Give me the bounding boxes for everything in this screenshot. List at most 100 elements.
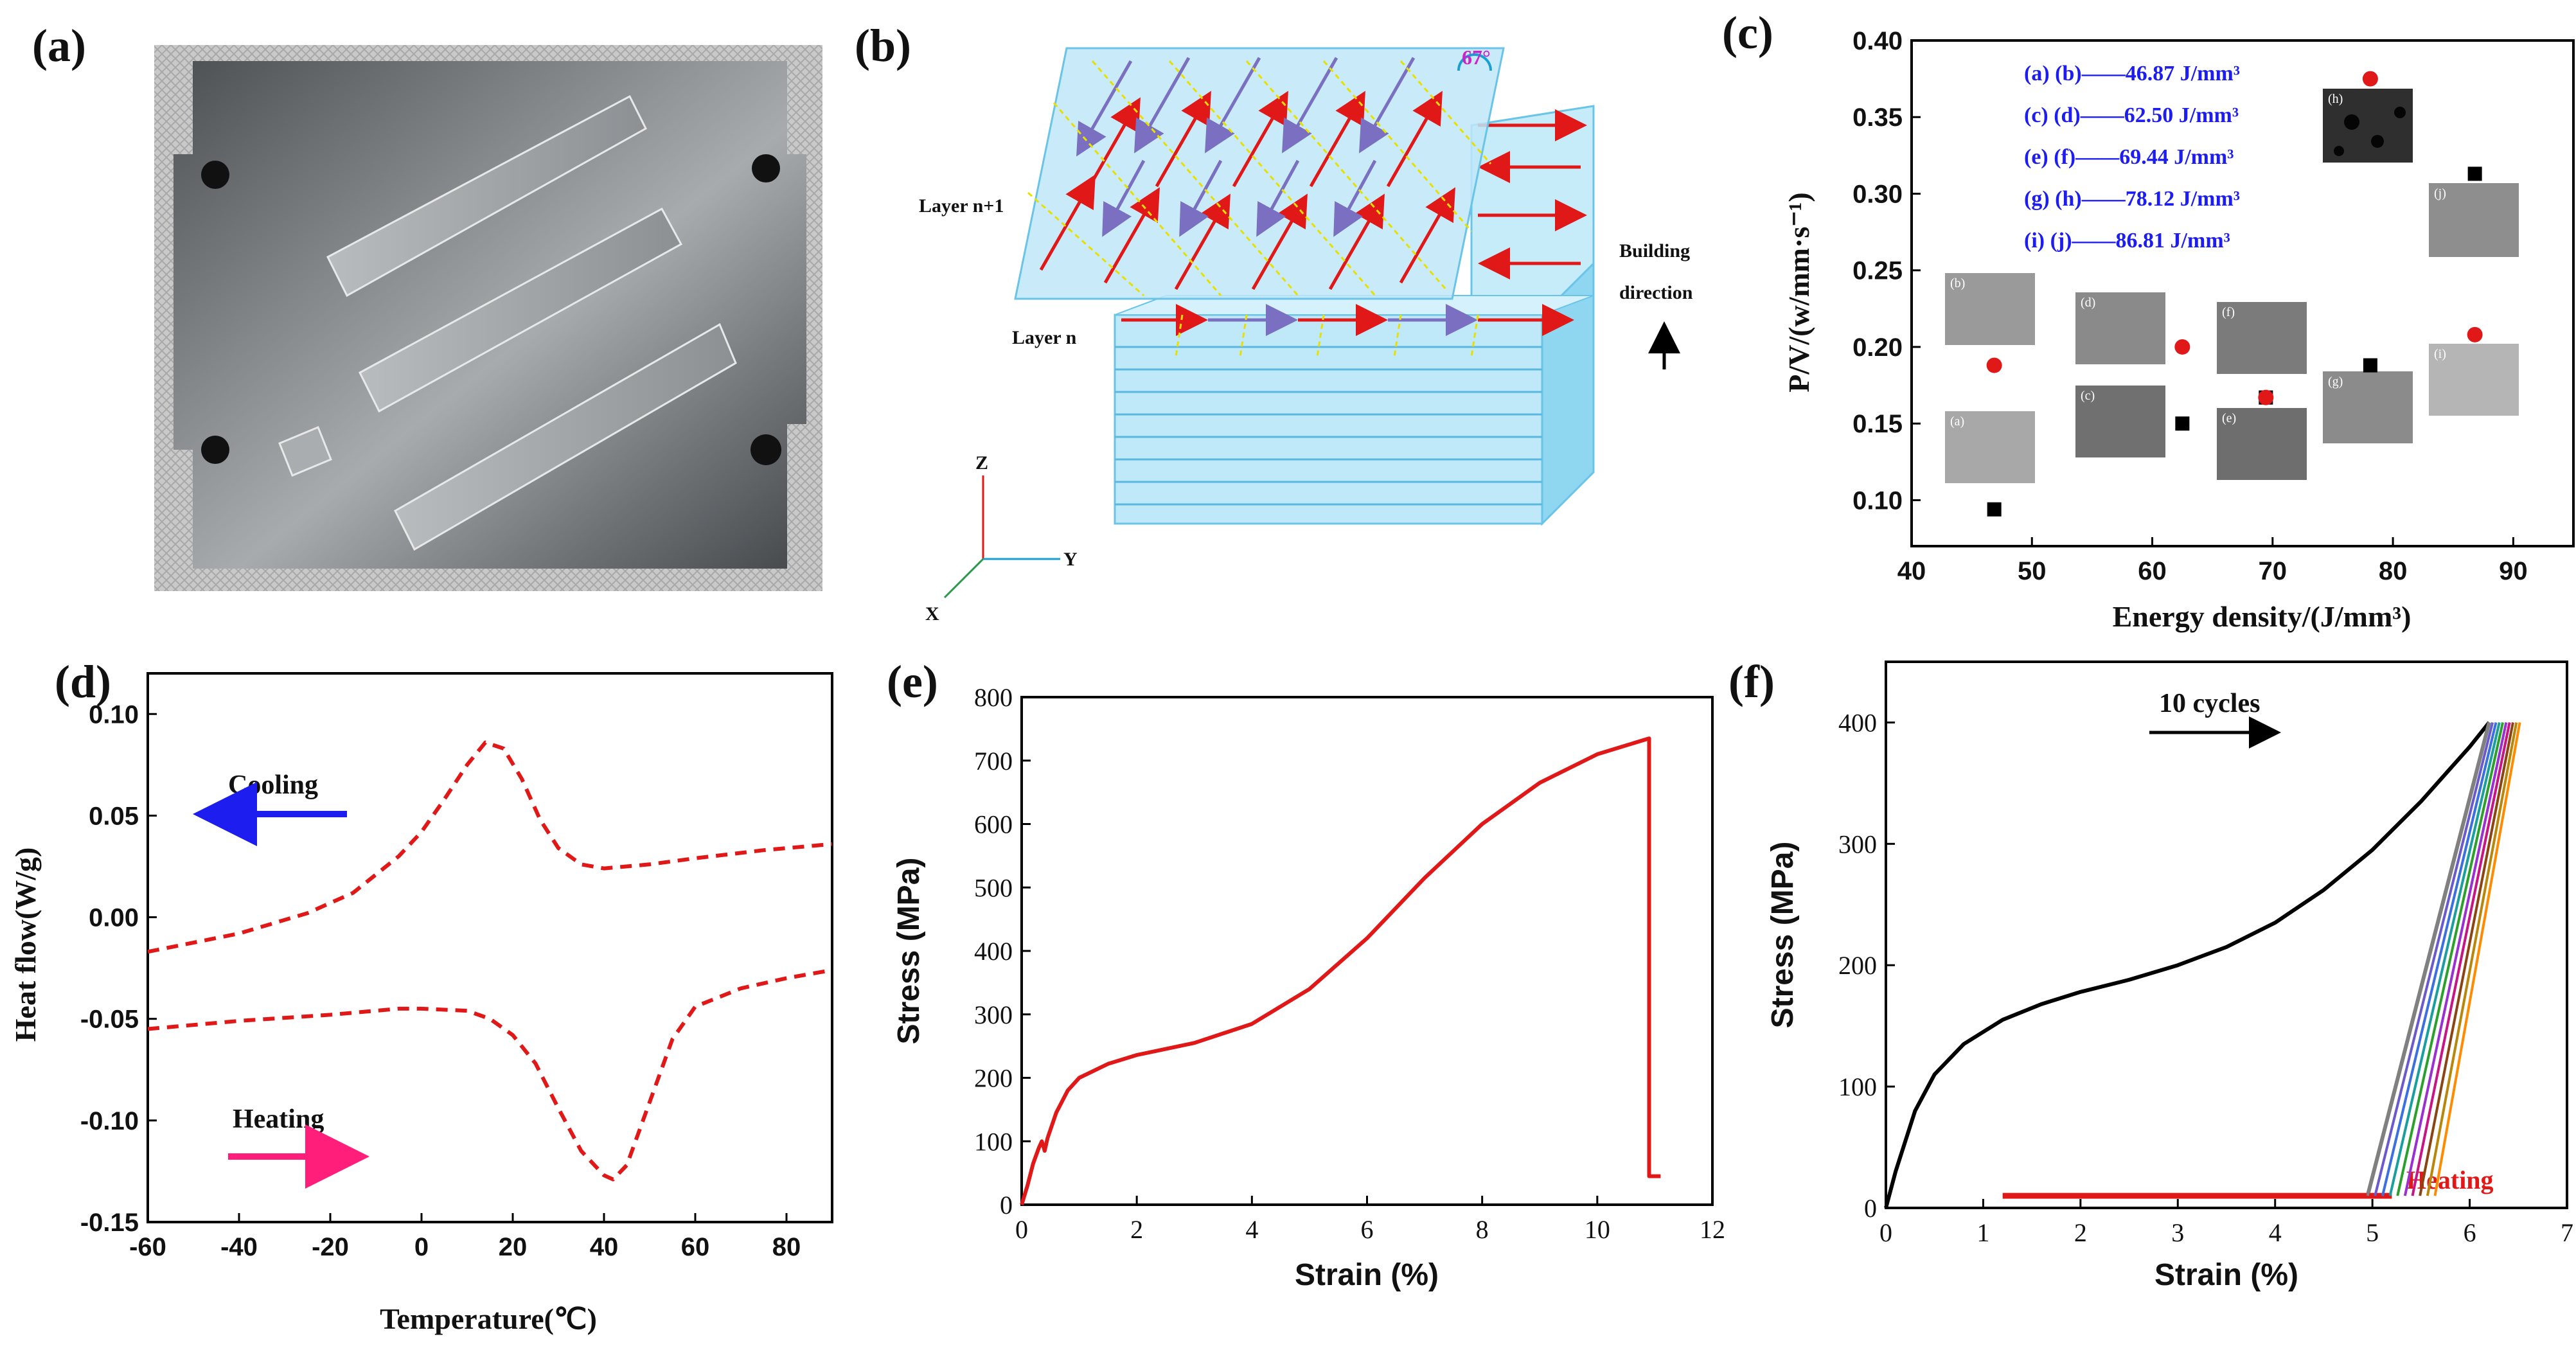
panel-f-label: (f) xyxy=(1728,656,1775,707)
series-line-heating xyxy=(147,968,833,1182)
micrograph-f xyxy=(2217,302,2307,374)
x-tick-label: 40 xyxy=(590,1233,619,1261)
unloading-cycle-line xyxy=(2374,722,2494,1196)
series-line-loading xyxy=(1884,721,2491,1209)
micrograph-d-label: (d) xyxy=(2081,296,2095,310)
panel-f: (f) 10 cycles Heating 0 1 2 3 4 5 6 7 0 100 200 300… xyxy=(1728,656,2573,1292)
scan-rotation-angle: 67° xyxy=(1462,46,1491,69)
x-axis-title: Energy density/(J/mm³) xyxy=(2113,600,2412,633)
micrograph-d xyxy=(2075,292,2165,364)
y-tick-label: 300 xyxy=(1838,829,1877,858)
y-axis-title: Heat flow(W/g) xyxy=(9,847,42,1042)
data-point-square xyxy=(2363,358,2377,373)
printed-strips xyxy=(278,94,737,551)
coordinate-axes: Z Y X xyxy=(925,452,1078,625)
y-tick-label: 0.10 xyxy=(89,700,139,729)
unloading-cycle-line xyxy=(2396,722,2505,1196)
x-tick-label: 10 xyxy=(1585,1215,1610,1244)
legend-entry-ij: (i) (j)——86.81 J/mm³ xyxy=(2024,229,2230,253)
panel-d-label: (d) xyxy=(55,656,111,707)
x-tick-label: -40 xyxy=(220,1233,258,1261)
panel-b-label: (b) xyxy=(855,20,911,71)
layer-n-label: Layer n xyxy=(1012,327,1077,348)
micrograph-e-label: (e) xyxy=(2222,411,2236,425)
y-tick-label: 0.05 xyxy=(89,802,139,830)
x-tick-label: 40 xyxy=(1897,557,1926,585)
micrograph-i xyxy=(2429,344,2519,416)
y-tick-label: 200 xyxy=(1838,951,1877,980)
heating-label: Heating xyxy=(2406,1166,2494,1194)
y-tick-label: 0.00 xyxy=(89,904,139,932)
unloading-cycle-line xyxy=(2381,722,2498,1196)
series-line-cooling xyxy=(147,740,833,954)
panel-b: (b) xyxy=(855,20,1693,625)
micrograph-c xyxy=(2075,386,2165,457)
x-tick-label: 20 xyxy=(499,1233,528,1261)
panel-e-label: (e) xyxy=(887,656,938,707)
y-tick-label: 600 xyxy=(974,810,1013,839)
data-point-circle xyxy=(2467,326,2483,342)
unloading-cycle-line xyxy=(2366,722,2491,1196)
micrograph-h-label: (h) xyxy=(2328,92,2343,106)
x-tick-label: 2 xyxy=(1130,1215,1143,1244)
x-tick-label: 90 xyxy=(2499,557,2528,585)
micrograph-g xyxy=(2323,371,2413,443)
data-point-square xyxy=(2467,166,2482,181)
heating-label: Heating xyxy=(233,1104,324,1134)
x-axis-title: Strain (%) xyxy=(1295,1258,1439,1292)
y-axis-title: Stress (MPa) xyxy=(892,858,926,1045)
x-axis-title: Strain (%) xyxy=(2154,1258,2298,1292)
y-tick-label: -0.05 xyxy=(80,1006,139,1034)
unloading-cycle-line xyxy=(2419,722,2514,1196)
x-tick-label: 8 xyxy=(1476,1215,1489,1244)
x-tick-label: 60 xyxy=(681,1233,710,1261)
bolt-hole xyxy=(201,161,229,189)
building-direction-label-1: Building xyxy=(1619,240,1690,262)
y-tick-label: 0.40 xyxy=(1852,27,1903,55)
y-tick-label: 200 xyxy=(974,1064,1013,1093)
y-tick-label: 0.15 xyxy=(1852,410,1903,438)
x-tick-label: 50 xyxy=(2018,557,2047,585)
micrograph-insets: (b) (a) (d) (c) (f) (e) (g) (h) (i) (j) xyxy=(1945,89,2519,483)
panel-e: (e) 0 2 4 6 8 10 12 0 100 200 300 400 500 600 700 800 St… xyxy=(887,656,1725,1292)
x-tick-label: -20 xyxy=(312,1233,349,1261)
micrograph-b xyxy=(1945,273,2035,345)
layer-n-plus-1-label: Layer n+1 xyxy=(919,195,1004,217)
x-tick-label: 2 xyxy=(2074,1218,2087,1247)
micrograph-a-label: (a) xyxy=(1950,414,1964,429)
legend-entry-ef: (e) (f)——69.44 J/mm³ xyxy=(2024,145,2234,169)
y-tick-label: -0.10 xyxy=(80,1107,139,1135)
x-tick-label: 70 xyxy=(2259,557,2287,585)
unloading-cycle-line xyxy=(2433,722,2521,1196)
x-tick-label: 6 xyxy=(2464,1218,2476,1247)
x-tick-label: 4 xyxy=(2269,1218,2282,1247)
plot-frame xyxy=(1020,696,1714,1206)
data-point-circle xyxy=(2258,389,2274,405)
x-tick-label: 0 xyxy=(414,1233,429,1261)
x-tick-label: 4 xyxy=(1245,1215,1258,1244)
y-tick-label: 0 xyxy=(1000,1191,1013,1219)
panel-a-label: (a) xyxy=(32,20,86,71)
micrograph-g-label: (g) xyxy=(2328,375,2343,389)
x-tick-label: 0 xyxy=(1015,1215,1028,1244)
x-tick-label: 1 xyxy=(1976,1218,1989,1247)
y-tick-label: 100 xyxy=(1838,1072,1877,1101)
x-tick-label: 60 xyxy=(2138,557,2167,585)
y-tick-label: 0.30 xyxy=(1852,180,1903,208)
unloading-cycle-line xyxy=(2388,722,2501,1196)
axis-z-label: Z xyxy=(975,452,988,474)
plot-frame xyxy=(1885,661,2568,1209)
plot-frame xyxy=(1910,39,2575,547)
y-tick-label: 500 xyxy=(974,873,1013,902)
unloading-cycle-line xyxy=(2411,722,2511,1196)
layer-n-plus-1: 67° xyxy=(1014,46,1505,300)
x-tick-label: -60 xyxy=(129,1233,166,1261)
bolt-hole xyxy=(752,154,780,182)
layer-n xyxy=(1114,109,1594,357)
x-tick-label: 80 xyxy=(772,1233,801,1261)
energy-density-legend: (a) (b)——46.87 J/mm³ (c) (d)——62.50 J/mm… xyxy=(2024,62,2240,253)
y-tick-label: 400 xyxy=(974,937,1013,966)
unloading-cycle-line xyxy=(2426,722,2518,1196)
legend-entry-ab: (a) (b)——46.87 J/mm³ xyxy=(2024,62,2240,85)
micrograph-a xyxy=(1945,411,2035,483)
